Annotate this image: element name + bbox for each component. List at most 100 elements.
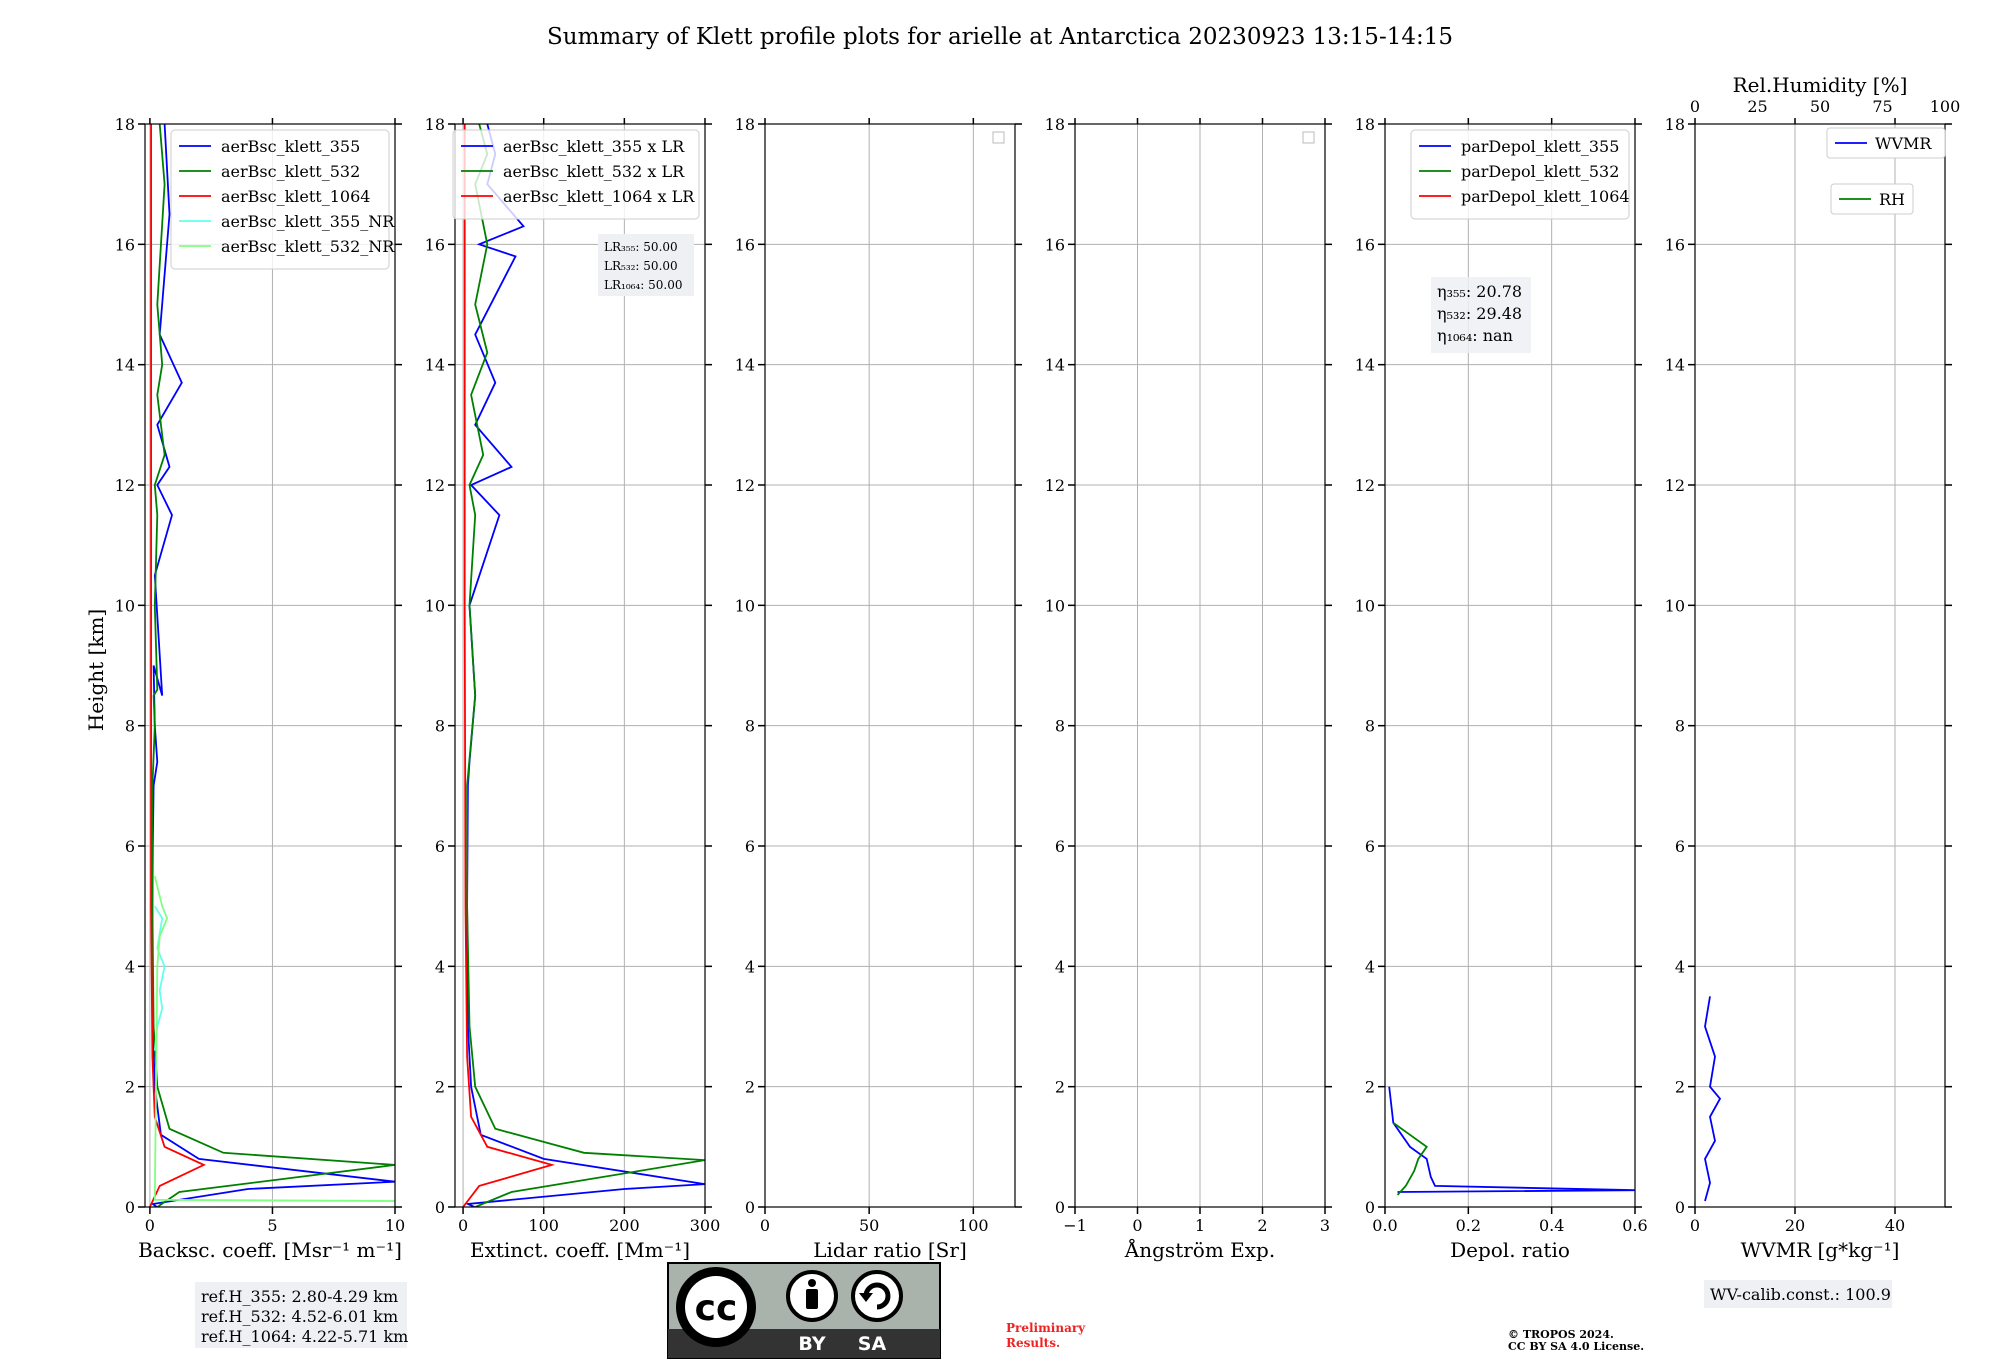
panel-5: 0 2 4 6 8 10 12 14 16 18 0.0 0.2 0.4 0.6 Depol. ratio p… [1355,115,1648,1262]
x-axis-label: Extinct. coeff. [Mm⁻¹] [470,1238,690,1262]
series-line-WVMR [1704,996,1722,1202]
y-tick-label: 2 [1055,1078,1065,1097]
x-tick-label: 0.4 [1539,1216,1564,1235]
x-tick-label: 0 [458,1216,468,1235]
y-tick-label: 4 [745,957,755,976]
x-tick-label: 10 [385,1216,405,1235]
sa-icon-arrow [863,1282,891,1310]
legend-box [170,129,390,270]
y-tick-label: 0 [125,1198,135,1217]
series-group [1704,996,1722,1202]
y-tick-label: 6 [745,837,755,856]
y-tick-label: 8 [745,717,755,736]
copyright-text: © TROPOS 2024. [1508,1328,1614,1341]
sa-icon [851,1270,903,1322]
y-tick-label: 2 [125,1078,135,1097]
legend-label: aerBsc_klett_355 [221,137,360,156]
y-tick-label: 12 [1045,476,1065,495]
y-tick-label: 14 [425,356,445,375]
cc-circle-inner [685,1276,747,1338]
x-tick-label: 0 [1690,1216,1700,1235]
y-tick-label: 12 [735,476,755,495]
y-tick-label: 0 [745,1198,755,1217]
legend-label: aerBsc_klett_355 x LR [503,137,685,156]
y-tick-label: 6 [125,837,135,856]
axes-frame [764,123,1016,1208]
x-axis-label: Backsc. coeff. [Msr⁻¹ m⁻¹] [138,1238,402,1262]
y-tick-label: 4 [435,957,445,976]
series-line-aerBsc_klett_532 x LR [466,124,705,1207]
axes-frame [144,123,396,1208]
y-tick-label: 0 [1365,1198,1375,1217]
legend-box [1410,129,1630,220]
series-group [149,124,395,1207]
y-tick-label: 6 [1675,837,1685,856]
legend-label: parDepol_klett_1064 [1461,187,1630,206]
preliminary-text: Results. [1006,1336,1060,1350]
y-tick-label: 2 [745,1078,755,1097]
y-tick-label: 6 [1055,837,1065,856]
cc-logo-text: cc [695,1288,738,1329]
legend-label: aerBsc_klett_355_NR [221,212,395,231]
y-tick-label: 16 [1045,235,1065,254]
y-tick-label: 16 [425,235,445,254]
x-tick-label: 5 [267,1216,277,1235]
panel-3: 0 2 4 6 8 10 12 14 16 18 0 50 100 Lidar ratio [Sr] [735,115,1022,1262]
y-tick-label: 0 [1055,1198,1065,1217]
annotation-box [1431,277,1531,353]
preliminary-text: Preliminary [1006,1321,1086,1335]
y-tick-label: 4 [1055,957,1065,976]
y-tick-label: 14 [735,356,755,375]
legend-box-empty [992,131,1005,144]
grid [1694,123,1945,1208]
legend-label: aerBsc_klett_1064 [221,187,370,206]
y-tick-label: 0 [435,1198,445,1217]
copyright-text: CC BY SA 4.0 License. [1508,1340,1644,1353]
y-tick-label: 12 [425,476,445,495]
series-group [462,124,705,1207]
grid [764,123,1015,1208]
annotation-box [598,234,694,296]
y-tick-label: 18 [425,115,445,134]
annotation-text: LR₅₃₂: 50.00 [604,259,678,273]
annotation-text: η₁₀₆₄: nan [1437,326,1513,345]
x-tick-label: 300 [690,1216,721,1235]
y-tick-label: 16 [115,235,135,254]
x-axis-label: Depol. ratio [1450,1238,1570,1262]
y-tick-label: 6 [435,837,445,856]
legend-box [452,129,700,220]
y-tick-label: 8 [125,717,135,736]
y-tick-label: 10 [115,596,135,615]
annotation-text: η₃₅₅: 20.78 [1437,282,1522,301]
legend-label: aerBsc_klett_1064 x LR [503,187,695,206]
ref-heights-box [195,1282,407,1348]
x-tick-label: 100 [958,1216,989,1235]
annotation-text: LR₃₅₅: 50.00 [604,240,678,254]
y-tick-label: 14 [115,356,135,375]
y-tick-label: 18 [1355,115,1375,134]
legend-label: parDepol_klett_532 [1461,162,1619,181]
legend-label: WVMR [1875,134,1932,153]
badge-by-label: BY [798,1333,825,1355]
x-tick-label: 50 [859,1216,879,1235]
legend-label: aerBsc_klett_532 x LR [503,162,685,181]
x-tick-label: 0.0 [1372,1216,1397,1235]
y-tick-label: 10 [1045,596,1065,615]
y-tick-label: 10 [425,596,445,615]
x2-tick-label: 75 [1872,97,1892,116]
y-tick-label: 14 [1045,356,1065,375]
x-tick-label: 200 [609,1216,640,1235]
y-tick-label: 2 [1365,1078,1375,1097]
series-line-aerBsc_klett_532 [151,124,395,1207]
x-axis-label: WVMR [g*kg⁻¹] [1741,1238,1900,1262]
x-tick-label: 40 [1885,1216,1905,1235]
series-line-aerBsc_klett_1064 x LR [462,124,556,1207]
y-tick-label: 14 [1355,356,1375,375]
grid [1074,123,1326,1208]
series-group [1388,1086,1635,1196]
x-tick-label: 100 [528,1216,559,1235]
x2-tick-label: 50 [1810,97,1830,116]
x-tick-label: 0.6 [1622,1216,1647,1235]
x-tick-label: 20 [1785,1216,1805,1235]
